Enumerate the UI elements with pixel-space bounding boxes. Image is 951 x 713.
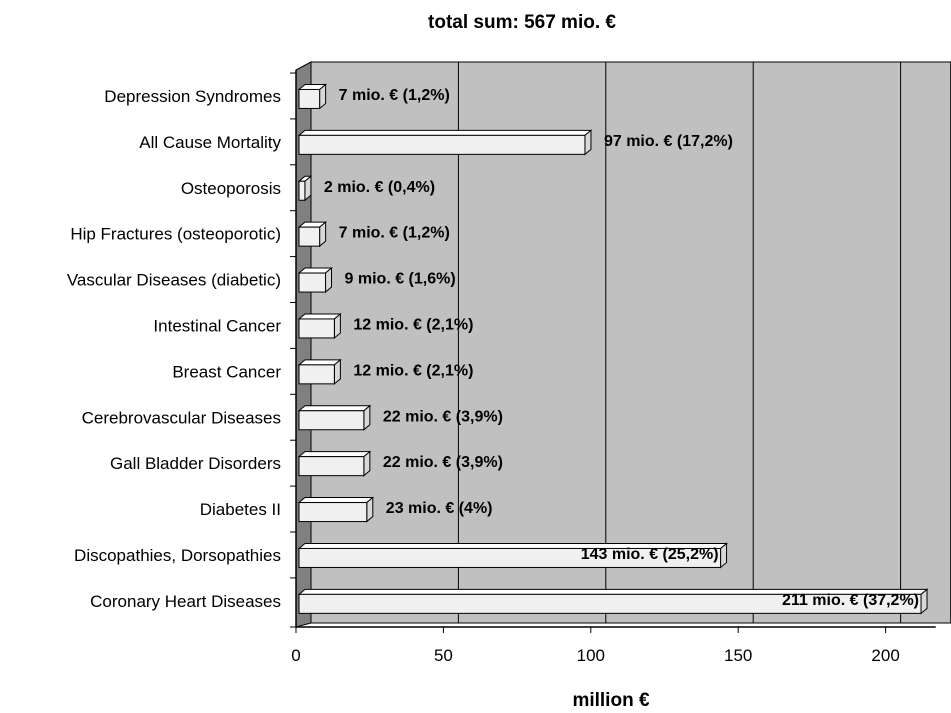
category-labels: Depression Syndromes All Cause Mortality O…: [67, 87, 282, 611]
bar: [297, 496, 375, 523]
bar: [297, 221, 328, 248]
data-label: 143 mio. € (25,2%): [581, 546, 719, 563]
bar: [297, 312, 342, 340]
data-label: 7 mio. € (1,2%): [339, 225, 450, 242]
bar-front: [298, 502, 368, 523]
bar: [297, 588, 929, 615]
category-label: Hip Fractures (osteoporotic): [70, 225, 281, 244]
bar-top: [297, 359, 342, 366]
bar-top: [297, 451, 372, 458]
axes: [290, 70, 936, 633]
bar-side: [584, 129, 592, 156]
data-label: 97 mio. € (17,2%): [604, 133, 733, 150]
bar-side: [304, 175, 312, 202]
bar-front: [298, 134, 586, 155]
data-label: 23 mio. € (4%): [386, 500, 493, 517]
data-label: 22 mio. € (3,9%): [383, 408, 503, 425]
bar: [297, 175, 313, 202]
bar-side: [325, 266, 333, 294]
bar-front: [298, 88, 321, 109]
bar-front: [298, 547, 722, 568]
bar: [297, 129, 593, 156]
category-label: Vascular Diseases (diabetic): [67, 271, 281, 290]
bar-front: [298, 272, 327, 293]
bar-side: [366, 496, 374, 523]
bar-side: [319, 83, 327, 110]
bar-side: [363, 404, 371, 431]
x-tick-label: 100: [577, 646, 605, 665]
bar-top: [297, 313, 342, 320]
data-label: 12 mio. € (2,1%): [353, 362, 473, 379]
category-label: All Cause Mortality: [139, 133, 281, 152]
data-label: 22 mio. € (3,9%): [383, 454, 503, 471]
bar-side: [363, 450, 371, 477]
x-axis-label: million €: [572, 690, 650, 711]
bar-front: [298, 180, 306, 201]
bar-top: [297, 405, 372, 412]
data-label: 2 mio. € (0,4%): [324, 179, 435, 196]
bar-front: [298, 456, 365, 477]
x-tick-label: 200: [871, 646, 899, 665]
bars: [297, 83, 929, 615]
category-label: Depression Syndromes: [104, 87, 281, 106]
bar-side: [920, 588, 928, 615]
data-label: 12 mio. € (2,1%): [353, 316, 473, 333]
chart-title: total sum: 567 mio. €: [428, 12, 616, 33]
gridlines: [457, 62, 902, 623]
data-label: 7 mio. € (1,2%): [339, 87, 450, 104]
data-label: 211 mio. € (37,2%): [782, 592, 919, 609]
bar-front: [298, 364, 335, 385]
category-label: Breast Cancer: [172, 362, 281, 381]
bar: [297, 83, 328, 110]
bar: [297, 450, 372, 477]
bar-side: [333, 312, 341, 340]
bar: [297, 404, 372, 431]
category-label: Cerebrovascular Diseases: [82, 408, 281, 427]
bar-side: [720, 542, 728, 569]
category-label: Gall Bladder Disorders: [110, 454, 281, 473]
bar-top: [297, 129, 593, 136]
category-label: Diabetes II: [200, 500, 281, 519]
bar-side: [333, 358, 341, 385]
data-label: 9 mio. € (1,6%): [345, 271, 456, 288]
x-tick-label: 0: [291, 646, 300, 665]
category-label: Osteoporosis: [181, 179, 281, 198]
x-tick-label: 150: [724, 646, 752, 665]
bar: [297, 542, 728, 569]
category-label: Coronary Heart Diseases: [90, 592, 281, 611]
bar-front: [298, 226, 321, 247]
bar: [297, 358, 342, 385]
x-tick-label: 50: [434, 646, 453, 665]
category-label: Intestinal Cancer: [153, 316, 281, 335]
bar-front: [298, 593, 922, 614]
bar-front: [298, 410, 365, 431]
bar-front: [298, 318, 335, 339]
bar: [297, 266, 333, 294]
data-labels: 7 mio. € (1,2%) 97 mio. € (17,2%) 2 mio. €…: [324, 87, 919, 609]
bar-top: [297, 497, 375, 504]
bar-side: [319, 221, 327, 248]
x-tick-labels: 0 50 100 150 200: [291, 646, 900, 665]
category-label: Discopathies, Dorsopathies: [74, 546, 281, 565]
